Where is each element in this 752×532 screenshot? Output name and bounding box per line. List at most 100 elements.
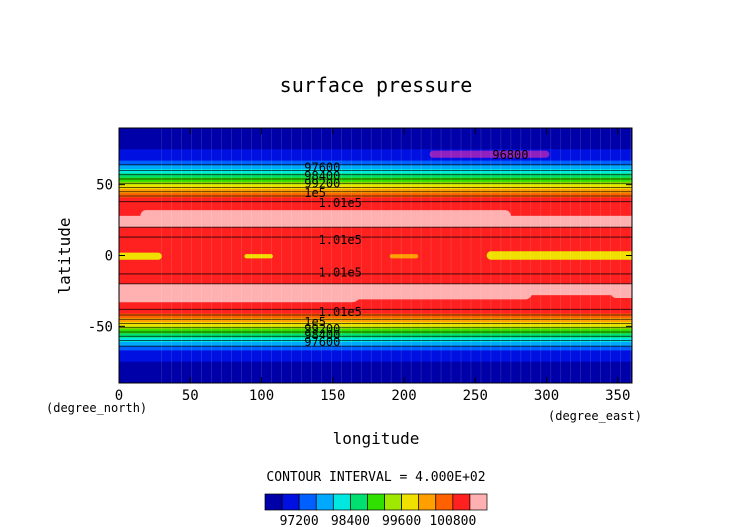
field-band (119, 239, 632, 242)
field-band (119, 227, 632, 230)
field-band (119, 266, 632, 269)
field-band (119, 181, 632, 184)
field-band (119, 194, 632, 197)
field-band (119, 279, 632, 282)
field-band (119, 357, 632, 360)
field-band (119, 146, 632, 149)
field-band (119, 259, 632, 262)
contour-label: 98400 (304, 169, 340, 183)
field-band (119, 160, 632, 163)
field-band (119, 183, 632, 186)
contour-label: 1.01e5 (319, 305, 362, 319)
field-band (119, 190, 632, 193)
field-band (119, 261, 632, 264)
field-band (119, 278, 632, 281)
field-band (119, 241, 632, 244)
field-band (119, 377, 632, 380)
field-band (119, 143, 632, 146)
low-pressure-patch (389, 254, 419, 259)
x-tick-label: 200 (391, 388, 416, 404)
contour-label: 97600 (304, 161, 340, 175)
field-band (119, 312, 632, 315)
field-band (119, 330, 632, 333)
field-band (119, 368, 632, 371)
field-band (119, 191, 632, 194)
field-band (119, 221, 632, 224)
field-band (119, 154, 632, 157)
high-pressure-zone (347, 285, 533, 300)
field-band (119, 156, 632, 159)
field-band (119, 316, 632, 319)
colorbar-swatch (350, 493, 368, 511)
field-band (119, 305, 632, 308)
field-band (119, 336, 632, 339)
field-band (119, 262, 632, 265)
field-band (119, 222, 632, 225)
field-band (119, 360, 632, 363)
field-band (119, 149, 632, 152)
field-band (119, 245, 632, 248)
contour-interval-text: CONTOUR INTERVAL = 4.000E+02 (266, 470, 485, 485)
contour-label: 96800 (492, 148, 528, 162)
high-pressure-zone (610, 286, 632, 298)
colorbar-swatch (315, 493, 334, 511)
field-band (119, 128, 632, 131)
field-band (119, 133, 632, 136)
field-band (119, 268, 632, 271)
field-band (119, 324, 632, 327)
field-band (119, 276, 632, 279)
field-band (119, 248, 632, 251)
y-tick-label: 0 (105, 249, 113, 265)
field-band (119, 224, 632, 227)
chart-title: surface pressure (280, 73, 473, 97)
field-band (119, 350, 632, 353)
field-band (119, 313, 632, 316)
field-band (119, 282, 632, 285)
y-tick-label: -50 (88, 319, 113, 335)
field-band (119, 275, 632, 278)
field-band (119, 228, 632, 231)
field-band (119, 237, 632, 240)
field-band (119, 315, 632, 318)
field-band (119, 306, 632, 309)
field-band (119, 326, 632, 329)
field-band (119, 166, 632, 169)
contour-label: 97600 (304, 335, 340, 349)
field-band (119, 370, 632, 373)
field-band (119, 244, 632, 247)
contour-label: 1.01e5 (319, 266, 362, 280)
x-tick-label: 350 (605, 388, 630, 404)
field-band (119, 300, 632, 303)
field-band (119, 272, 632, 275)
field-band (119, 378, 632, 381)
colorbar-swatch (452, 493, 471, 511)
field-band (119, 137, 632, 140)
field-band (119, 140, 632, 143)
field-band (119, 173, 632, 176)
field-band (119, 238, 632, 241)
field-band (119, 310, 632, 313)
contour-label: 1e5 (304, 315, 326, 329)
field-band (119, 307, 632, 310)
field-band (119, 256, 632, 259)
contour-label: 1.01e5 (319, 196, 362, 210)
field-band (119, 198, 632, 201)
field-band (119, 271, 632, 274)
contour-label: 99200 (304, 176, 340, 190)
field-band (119, 203, 632, 206)
low-pressure-patch (119, 252, 162, 260)
x-tick-label: 300 (534, 388, 559, 404)
field-band (119, 332, 632, 335)
field-band (119, 283, 632, 286)
field-band (119, 346, 632, 349)
y-axis-label: latitude (55, 217, 74, 294)
field-band (119, 366, 632, 369)
x-tick-label: 50 (182, 388, 199, 404)
field-band (119, 132, 632, 135)
field-band (119, 251, 632, 254)
field-band (119, 153, 632, 156)
field-band (119, 374, 632, 377)
field-band (119, 139, 632, 142)
field-band (119, 135, 632, 138)
